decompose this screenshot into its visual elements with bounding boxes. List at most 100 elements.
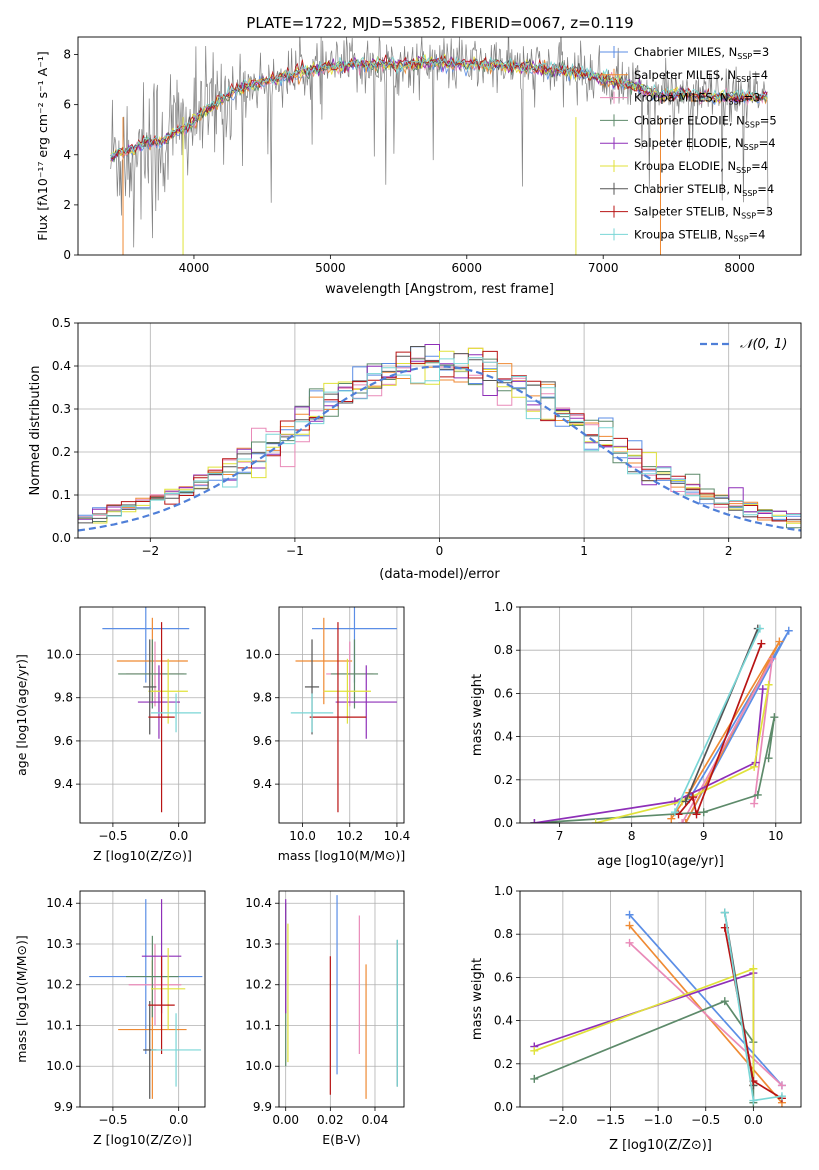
x-tick-label: 10.0 [289, 829, 316, 843]
y-tick-label: 0.8 [494, 643, 513, 657]
y-tick-label: 1.0 [494, 600, 513, 614]
x-tick-label: −2 [141, 544, 159, 558]
y-axis-label: Normed distribution [28, 366, 43, 496]
y-tick-label: 0.5 [52, 316, 71, 330]
weight-point [755, 624, 764, 633]
y-tick-label: 1.0 [494, 884, 513, 898]
x-axis-label: Z [log10(Z/Z⊙)] [93, 848, 192, 863]
x-tick-label: −1 [286, 544, 304, 558]
age-vs-mass-frame [278, 606, 405, 824]
weight-point [753, 790, 762, 799]
y-tick-label: 0.0 [494, 1100, 513, 1114]
y-tick-label: 10.0 [46, 1059, 73, 1073]
weight-point [764, 680, 773, 689]
x-axis-label: mass [log10(M/M⊙)] [278, 848, 406, 863]
y-tick-label: 10.4 [245, 896, 272, 910]
weight-point [720, 997, 729, 1006]
weight-point [777, 1092, 786, 1101]
y-tick-label: 0.4 [494, 730, 513, 744]
weight-point [670, 808, 679, 817]
y-tick-label: 0.2 [52, 445, 71, 459]
legend-label: Salpeter STELIB, NSSP=3 [634, 205, 773, 221]
age-vs-Z-axes [76, 607, 205, 827]
legend-label: Chabrier MILES, NSSP=3 [634, 45, 769, 61]
x-tick-label: 1 [580, 544, 588, 558]
y-axis-label: age [log10(age/yr)] [14, 654, 29, 776]
weight-point [530, 1074, 539, 1083]
x-tick-label: 10.2 [336, 829, 363, 843]
x-tick-label: 0.00 [272, 1113, 299, 1127]
weight-point [750, 762, 759, 771]
legend-label: Salpeter MILES, NSSP=4 [634, 68, 768, 84]
y-tick-label: 0.2 [494, 773, 513, 787]
weight-point [530, 819, 539, 823]
y-tick-label: 9.9 [253, 1100, 272, 1114]
y-tick-label: 10.4 [46, 896, 73, 910]
weight-series [595, 684, 770, 823]
weight-series [677, 643, 763, 818]
y-tick-label: 10.1 [245, 1018, 272, 1032]
y-axis-label: mass weight [470, 958, 485, 1040]
x-axis-label: wavelength [Angstrom, rest frame] [325, 282, 554, 297]
model-spectrum [110, 57, 768, 163]
legend-label: Kroupa MILES, NSSP=3 [634, 91, 760, 107]
weight-point [777, 1081, 786, 1090]
weight-series [674, 628, 761, 813]
normal-curve [77, 365, 802, 532]
weight-point [692, 810, 701, 819]
y-tick-label: 9.8 [54, 691, 73, 705]
x-tick-label: −1.0 [644, 1113, 673, 1127]
weight-point [757, 639, 766, 648]
x-tick-label: −0.5 [98, 829, 127, 843]
y-axis-label: Flux [fλ10⁻¹⁷ erg cm⁻² s⁻¹ A⁻¹] [35, 51, 50, 240]
x-axis-label: Z [log10(Z/Z⊙)] [93, 1132, 192, 1147]
y-tick-label: 2 [63, 198, 71, 212]
y-tick-label: 10.3 [245, 937, 272, 951]
legend-label: Chabrier ELODIE, NSSP=5 [634, 113, 777, 129]
x-tick-label: 0.0 [744, 1113, 763, 1127]
y-tick-label: 4 [63, 148, 71, 162]
x-axis-label: age [log10(age/yr)] [597, 854, 724, 869]
age-vs-Z-frame [79, 606, 206, 824]
y-tick-label: 0.4 [494, 1014, 513, 1028]
y-tick-label: 9.4 [253, 777, 272, 791]
x-tick-label: 2 [725, 544, 733, 558]
y-tick-label: 10.0 [46, 648, 73, 662]
y-tick-label: 0.6 [494, 686, 513, 700]
mass-vs-Z-frame [79, 890, 206, 1108]
model-spectrum [110, 54, 768, 159]
weight-point [678, 819, 687, 823]
x-axis-label: (data-model)/error [379, 567, 500, 582]
x-tick-label: 0 [436, 544, 444, 558]
weight-point [681, 819, 690, 823]
y-tick-label: 0.2 [494, 1057, 513, 1071]
y-tick-label: 9.9 [54, 1100, 73, 1114]
x-tick-label: −0.5 [98, 1113, 127, 1127]
y-tick-label: 10.3 [46, 937, 73, 951]
x-tick-label: 6000 [452, 261, 483, 275]
legend-label: Salpeter ELODIE, NSSP=4 [634, 136, 776, 152]
x-axis-label: E(B-V) [322, 1132, 361, 1147]
weight-point [749, 964, 758, 973]
residuals-frame [77, 322, 802, 539]
x-tick-label: 0.04 [362, 1113, 389, 1127]
x-tick-label: −2.0 [548, 1113, 577, 1127]
residual-histogram [78, 357, 801, 518]
weight-series [534, 689, 764, 823]
y-tick-label: 9.6 [54, 734, 73, 748]
weight-point [775, 637, 784, 646]
y-tick-label: 10.0 [245, 1059, 272, 1073]
x-tick-label: 5000 [315, 261, 346, 275]
weight-point [591, 819, 600, 823]
y-tick-label: 10.2 [245, 978, 272, 992]
y-tick-label: 9.4 [54, 777, 73, 791]
y-tick-label: 0.8 [494, 927, 513, 941]
spectrum-frame [77, 36, 802, 256]
y-tick-label: 6 [63, 98, 71, 112]
y-tick-label: 10.0 [245, 648, 272, 662]
legend-label: Kroupa STELIB, NSSP=4 [634, 227, 765, 243]
mass-vs-Z-axes [76, 891, 205, 1111]
mass-vs-ebv-axes [275, 891, 404, 1111]
x-tick-label: 0.02 [317, 1113, 344, 1127]
figure-title: PLATE=1722, MJD=53852, FIBERID=0067, z=0… [246, 14, 633, 32]
